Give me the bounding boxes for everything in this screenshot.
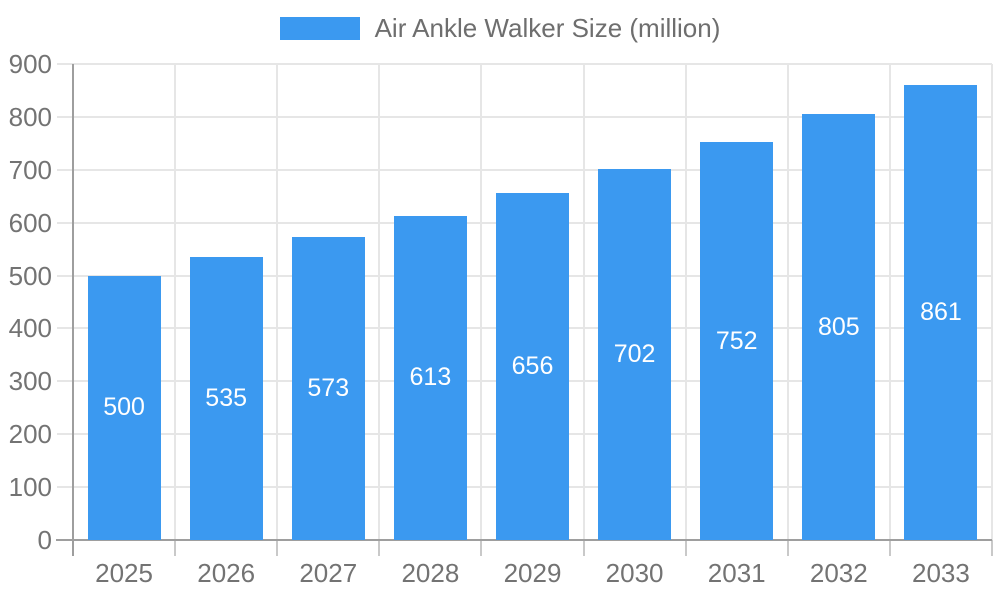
x-axis-tick — [480, 540, 483, 556]
bar[interactable]: 861 — [904, 84, 978, 540]
y-axis-tick-label: 500 — [8, 260, 52, 291]
bar-value-label: 861 — [920, 297, 962, 326]
x-axis-tick — [378, 540, 381, 556]
y-axis-tick-label: 0 — [37, 525, 52, 555]
bar[interactable]: 702 — [598, 168, 672, 540]
gridline-vertical — [378, 64, 381, 540]
gridline-vertical — [276, 64, 279, 540]
gridline-vertical — [888, 64, 891, 540]
bar-value-label: 752 — [715, 326, 758, 355]
x-axis-tick-label: 2033 — [912, 558, 970, 588]
x-axis-tick-label: 2025 — [95, 558, 153, 588]
legend-swatch — [279, 16, 360, 40]
x-axis-tick-label: 2032 — [809, 558, 868, 588]
gridline-vertical — [480, 64, 483, 540]
legend-item[interactable]: Air Ankle Walker Size (million) — [279, 12, 721, 44]
y-axis-tick-label: 200 — [8, 419, 52, 450]
x-axis-tick-label: 2031 — [707, 558, 766, 588]
gridline-vertical — [991, 64, 993, 540]
bar-value-label: 702 — [613, 339, 656, 368]
bar[interactable]: 752 — [700, 142, 774, 540]
x-axis-tick — [991, 540, 993, 556]
bar[interactable]: 613 — [393, 215, 467, 540]
y-axis-line — [72, 64, 74, 556]
gridline-vertical — [174, 64, 177, 540]
gridline-horizontal — [57, 63, 992, 65]
y-axis-tick-label: 900 — [8, 49, 52, 79]
gridline-horizontal — [57, 168, 992, 171]
x-axis-tick-label: 2026 — [197, 558, 256, 588]
x-axis-tick — [684, 540, 687, 556]
gridline-vertical — [582, 64, 585, 540]
x-axis-tick — [276, 540, 279, 556]
gridline-horizontal — [57, 115, 992, 118]
y-axis-tick-label: 100 — [8, 472, 52, 503]
bar-value-label: 805 — [817, 312, 860, 341]
bar-value-label: 500 — [103, 393, 145, 422]
x-axis-tick-label: 2030 — [605, 558, 664, 588]
bar-value-label: 656 — [511, 352, 554, 381]
y-axis-tick-label: 800 — [8, 101, 52, 132]
gridline-vertical — [786, 64, 789, 540]
bar[interactable]: 573 — [291, 236, 365, 540]
bar-value-label: 535 — [205, 384, 248, 412]
x-axis-tick — [582, 540, 585, 556]
x-axis-tick — [786, 540, 789, 556]
y-axis-tick-label: 700 — [8, 154, 52, 185]
y-axis-tick-label: 300 — [8, 366, 52, 397]
bar[interactable]: 500 — [87, 275, 161, 540]
x-axis-tick-label: 2029 — [503, 558, 562, 588]
bar[interactable]: 656 — [496, 193, 569, 540]
y-axis-tick-label: 400 — [8, 313, 52, 344]
y-axis-tick-label: 600 — [8, 207, 52, 238]
x-axis-tick — [174, 540, 177, 556]
x-axis-line — [56, 539, 992, 541]
bar[interactable]: 535 — [189, 257, 263, 540]
x-axis-tick — [888, 540, 891, 556]
gridline-vertical — [684, 64, 687, 540]
x-axis-tick-label: 2028 — [401, 558, 460, 588]
legend: Air Ankle Walker Size (million) — [0, 12, 1000, 44]
legend-label: Air Ankle Walker Size (million) — [374, 12, 721, 43]
bar[interactable]: 805 — [802, 114, 876, 540]
x-axis-tick-label: 2027 — [299, 558, 358, 588]
bar-value-label: 613 — [409, 363, 452, 392]
bar-value-label: 573 — [307, 373, 350, 402]
